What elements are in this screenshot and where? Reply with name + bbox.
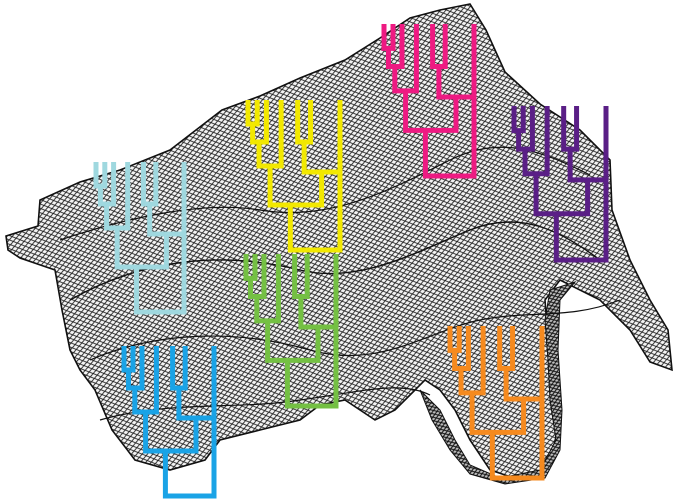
dendrogram-pink-branch [403,90,459,133]
dendrogram-orange [447,326,545,481]
dendrogram-green-branch [284,326,339,409]
dendrogram-pink-branch [422,96,477,179]
dendrogram-purple-branch [553,179,609,263]
dendrogram-green-branch [265,320,321,363]
surface-fold-3 [59,146,591,241]
dendrogram-yellow [245,100,343,253]
surface-fold-1 [69,221,601,301]
dendrogram-green [243,254,339,409]
dendrogram-blue [121,346,217,499]
surface-ridge-shadow [419,281,577,485]
dendrogram-yellow-branch [267,166,325,208]
dendrogram-orange-branch [489,398,545,481]
dendrogram-yellow-branch [287,172,343,253]
dendrogram-light-blue-branch [114,228,169,270]
dendrogram-light-blue-branch [133,234,187,315]
dendrogram-layer [93,24,609,499]
dendrogram-orange-branch [469,392,527,435]
dendrogram-blue-branch [143,412,199,454]
dendrogram-blue-branch [162,418,217,499]
dendrogram-light-blue [93,162,187,315]
surface-fold-2 [89,299,621,361]
dendrogram-purple [511,106,609,263]
dendrogram-purple-branch [533,173,591,217]
dendrogram-pink [381,24,477,179]
